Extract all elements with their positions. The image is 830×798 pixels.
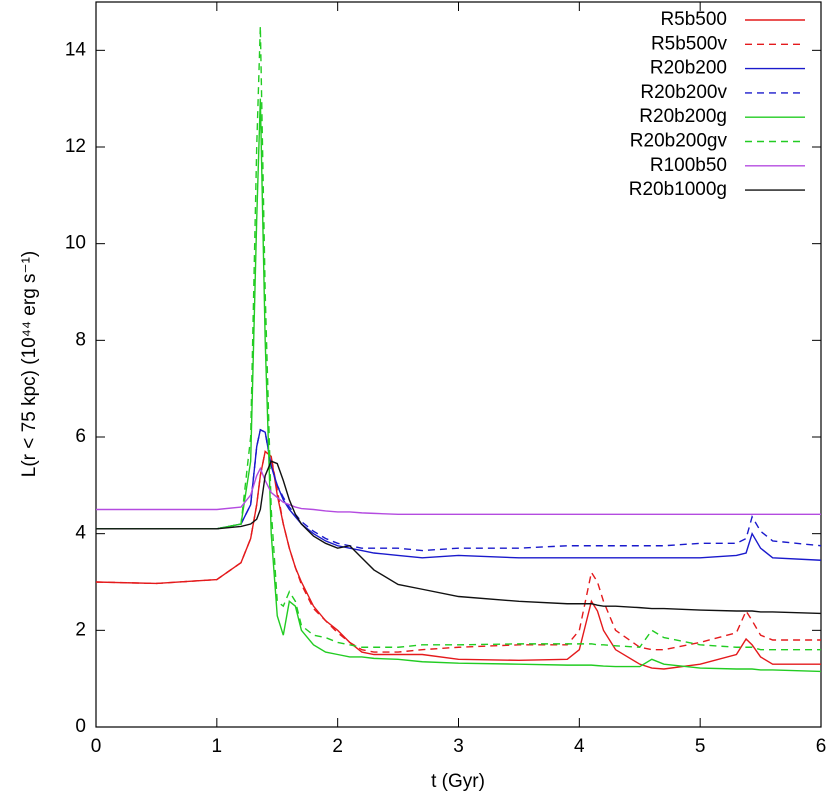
x-tick-label: 4	[574, 736, 585, 757]
y-tick-label: 2	[75, 619, 86, 640]
series-line	[96, 26, 821, 651]
x-tick-label: 2	[332, 736, 343, 757]
legend-label: R20b200	[650, 58, 727, 79]
series-line	[96, 466, 821, 516]
legend-label: R5b500	[660, 9, 727, 30]
series-line	[96, 98, 822, 673]
x-tick-label: 5	[695, 736, 706, 757]
y-tick-label: 12	[65, 136, 86, 157]
legend-label: R20b1000g	[629, 179, 727, 200]
y-tick-label: 8	[75, 329, 86, 350]
series-line	[96, 460, 822, 615]
legend-label: R20b200gv	[630, 131, 728, 152]
y-tick-label: 4	[75, 523, 86, 544]
x-tick-label: 0	[91, 736, 102, 757]
series-line	[95, 450, 821, 670]
y-tick-label: 0	[75, 716, 86, 737]
y-tick-label: 10	[65, 233, 86, 254]
legend-label: R20b200g	[639, 106, 727, 127]
x-tick-label: 3	[453, 736, 464, 757]
legend-label: R100b50	[650, 155, 727, 176]
series-line	[95, 450, 821, 653]
y-axis-label: L(r < 75 kpc) (10⁴⁴ erg s⁻¹)	[19, 251, 40, 477]
x-tick-label: 6	[816, 736, 827, 757]
legend-label: R5b500v	[651, 33, 728, 54]
x-axis-label: t (Gyr)	[431, 771, 485, 792]
legend-label: R20b200v	[640, 82, 727, 103]
series-line	[96, 428, 822, 552]
y-tick-label: 14	[65, 39, 87, 60]
x-tick-label: 1	[212, 736, 223, 757]
series-line	[96, 428, 822, 561]
y-tick-label: 6	[75, 426, 86, 447]
